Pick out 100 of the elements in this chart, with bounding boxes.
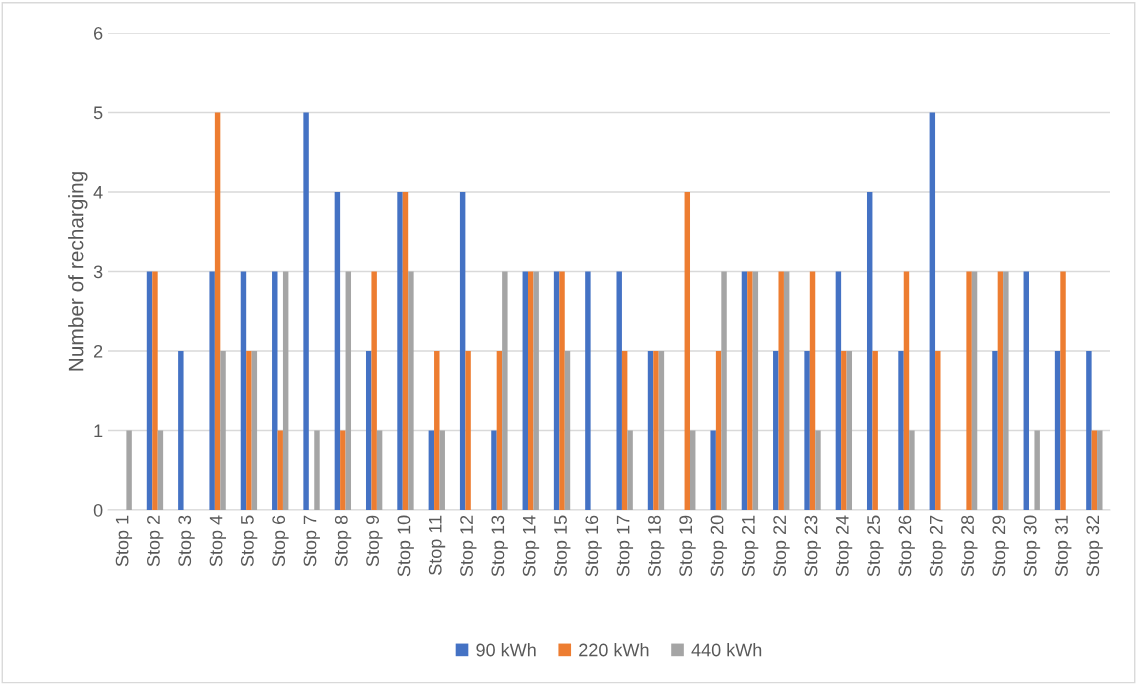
bar — [658, 351, 665, 510]
bar — [804, 351, 810, 510]
x-tick-label: Stop 2 — [147, 515, 164, 567]
bar — [1054, 351, 1061, 510]
x-tick-label: Stop 16 — [585, 515, 602, 577]
bar — [334, 192, 341, 510]
x-tick-label: Stop 5 — [240, 515, 258, 567]
x-tick-label: Stop 23 — [804, 515, 821, 577]
bar — [272, 271, 278, 510]
bar — [1091, 430, 1098, 510]
bar — [992, 351, 998, 510]
bar — [809, 271, 816, 510]
bar — [559, 271, 565, 510]
bar — [621, 351, 628, 510]
x-tick-label: Stop 13 — [491, 515, 508, 577]
x-tick-label: Stop 4 — [209, 515, 227, 567]
bar — [752, 271, 759, 510]
x-tick-label: Stop 32 — [1086, 515, 1103, 577]
bar — [282, 271, 289, 510]
bar — [345, 271, 352, 510]
x-tick-label: Stop 25 — [867, 515, 884, 577]
bar — [564, 351, 571, 510]
bar — [773, 351, 779, 510]
bar — [402, 192, 409, 510]
bar — [1097, 430, 1103, 510]
x-tick-label: Stop 14 — [522, 515, 540, 577]
x-tick-label: Stop 18 — [648, 515, 665, 577]
bar — [376, 430, 383, 510]
bar — [465, 351, 471, 510]
bar — [277, 430, 283, 510]
bar — [966, 271, 972, 510]
legend-label: 440 kWh — [691, 643, 762, 657]
bar — [157, 430, 164, 510]
x-tick-label: Stop 26 — [898, 515, 915, 577]
x-tick-label: Stop 3 — [178, 515, 195, 567]
bar — [935, 351, 941, 510]
bar — [835, 271, 842, 510]
bar — [997, 271, 1004, 510]
bar — [815, 430, 821, 510]
x-tick-label: Stop 20 — [710, 515, 728, 577]
bar — [502, 271, 508, 510]
bar — [126, 430, 132, 510]
bar — [1003, 271, 1009, 510]
bar — [220, 351, 226, 510]
bar — [866, 192, 873, 510]
bar — [178, 351, 184, 510]
x-tick-label: Stop 29 — [992, 515, 1009, 577]
bar — [408, 271, 414, 510]
bar — [929, 112, 936, 510]
bar — [684, 192, 690, 510]
x-tick-label: Stop 28 — [961, 515, 978, 577]
bar — [365, 351, 372, 510]
bar — [1034, 430, 1040, 510]
y-tick-label: 5 — [93, 106, 103, 120]
bar — [314, 430, 320, 510]
bar — [616, 271, 622, 510]
x-tick-label: Stop 10 — [397, 515, 414, 577]
bar — [971, 271, 978, 510]
x-tick-label: Stop 7 — [303, 515, 320, 567]
bar — [459, 192, 466, 510]
x-tick-label: Stop 8 — [334, 515, 352, 567]
bar — [240, 271, 247, 510]
bar — [152, 271, 158, 510]
bar — [783, 271, 790, 510]
bar — [710, 430, 716, 510]
y-tick-label: 4 — [93, 186, 103, 199]
x-tick-label: Stop 30 — [1023, 515, 1041, 577]
bar — [146, 271, 153, 510]
bar — [721, 271, 727, 510]
bar — [872, 351, 878, 510]
x-tick-label: Stop 19 — [679, 515, 696, 577]
bar — [340, 430, 346, 510]
x-tick-label: Stop 9 — [366, 515, 383, 567]
bar — [246, 351, 252, 510]
bar — [909, 430, 915, 510]
bar — [439, 430, 445, 510]
y-tick-label: 6 — [94, 26, 103, 40]
bar — [434, 351, 440, 510]
bar — [303, 112, 309, 510]
x-tick-label: Stop 21 — [741, 515, 759, 577]
bar — [371, 271, 377, 510]
legend-label: 220 kWh — [579, 643, 649, 657]
bar — [428, 430, 435, 510]
bar — [903, 271, 910, 510]
bar — [715, 351, 722, 510]
y-tick-label: 3 — [93, 265, 103, 279]
bar — [778, 271, 784, 510]
bar — [1086, 351, 1092, 510]
bar — [209, 271, 215, 510]
bar — [585, 271, 591, 510]
bar — [397, 192, 403, 510]
bar — [653, 351, 659, 510]
bar — [491, 430, 497, 510]
y-tick-label: 1 — [94, 424, 103, 438]
x-tick-label: Stop 11 — [428, 515, 446, 575]
bar — [647, 351, 654, 510]
bar — [846, 351, 853, 510]
y-tick-label: 0 — [93, 503, 103, 517]
y-axis-title: Number of recharging — [68, 172, 88, 371]
bar — [1060, 271, 1066, 510]
